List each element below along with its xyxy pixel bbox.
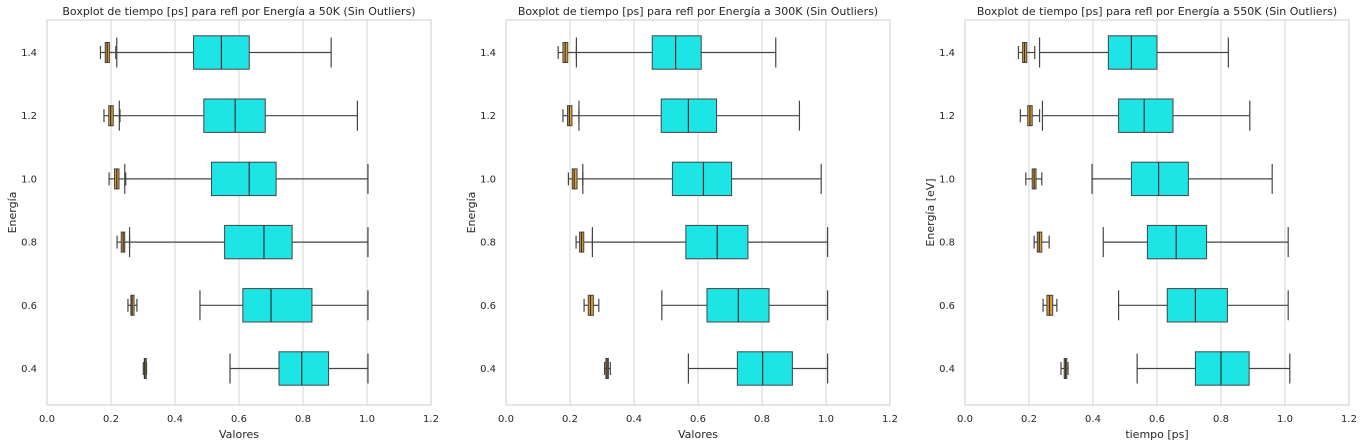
- box-cyan-0.8: [128, 224, 369, 260]
- x-tick-label: 0.8: [295, 414, 311, 425]
- x-tick-label: 0.6: [690, 414, 706, 425]
- x-tick-label: 0.2: [103, 414, 119, 425]
- box-cyan-1.0: [124, 161, 369, 197]
- x-tick-label: 1.0: [359, 414, 375, 425]
- x-tick-label: 1.0: [1277, 414, 1293, 425]
- box-iqr: [203, 98, 266, 133]
- box-cyan-1.4: [116, 35, 332, 70]
- box-iqr: [278, 351, 330, 386]
- box-orange-1.2: [1019, 105, 1041, 127]
- box-orange-1.4: [99, 42, 117, 63]
- box-cyan-0.4: [229, 351, 369, 386]
- box-orange-0.6: [1042, 294, 1058, 316]
- y-tick-label: 1.0: [939, 174, 955, 185]
- y-tick-label: 0.6: [480, 301, 496, 312]
- box-iqr: [1146, 224, 1208, 260]
- y-tick-label: 1.2: [480, 111, 496, 122]
- box-cyan-0.6: [199, 288, 369, 323]
- box-cyan-1.0: [1091, 161, 1273, 197]
- y-tick-label: 0.8: [939, 238, 955, 249]
- box-orange-0.4: [1060, 358, 1069, 379]
- y-tick-label: 0.6: [21, 301, 37, 312]
- x-tick-label: 1.0: [818, 414, 834, 425]
- box-cyan-1.0: [582, 161, 822, 197]
- box-orange-0.6: [127, 294, 138, 316]
- y-tick-label: 1.2: [939, 111, 955, 122]
- box-cyan-1.2: [1041, 98, 1251, 133]
- box-orange-0.8: [1033, 231, 1050, 253]
- x-tick-label: 0.0: [39, 414, 55, 425]
- x-tick-label: 0.6: [231, 414, 247, 425]
- box-cyan-0.6: [1117, 288, 1289, 323]
- chart-panel-2: 0.0 0.2 0.4 0.6 0.8 1.0 1.2 1.4 1.2 1.0 0.8 0.6 0.4 B…: [465, 5, 898, 441]
- x-tick-label: 0.4: [626, 414, 642, 425]
- box-iqr: [1194, 351, 1250, 386]
- y-tick-label: 1.0: [21, 174, 37, 185]
- box-cyan-1.4: [575, 35, 777, 70]
- box-cyan-1.2: [578, 98, 801, 133]
- box-orange-0.8: [116, 231, 131, 253]
- y-tick-label: 0.6: [939, 301, 955, 312]
- y-tick-label: 0.4: [480, 364, 496, 375]
- box-iqr: [1130, 161, 1189, 197]
- chart-panel-1: 0.0 0.2 0.4 0.6 0.8 1.0 1.2 1.4 1.2 1.0 0.8 0.6 0.4 B…: [6, 5, 439, 441]
- x-tick-label: 0.0: [498, 414, 514, 425]
- box-iqr: [242, 288, 313, 323]
- plot-frame: [46, 19, 432, 406]
- box-iqr: [1107, 35, 1158, 70]
- box-iqr: [1118, 98, 1174, 133]
- y-tick-label: 0.8: [480, 238, 496, 249]
- box-cyan-0.4: [1136, 351, 1291, 386]
- x-axis-label: tiempo [ps]: [1125, 428, 1188, 441]
- box-cyan-1.2: [118, 98, 358, 133]
- chart-panel-3: 0.0 0.2 0.4 0.6 0.8 1.0 1.2 1.4 1.2 1.0 0.8 0.6 0.4 B…: [924, 5, 1357, 441]
- box-cyan-0.8: [1102, 224, 1289, 260]
- y-tick-label: 1.0: [480, 174, 496, 185]
- chart-title: Boxplot de tiempo [ps] para refl por Ene…: [518, 5, 878, 18]
- plot-frame: [964, 19, 1350, 406]
- box-orange-0.4: [603, 358, 611, 379]
- box-iqr: [224, 224, 293, 260]
- x-tick-label: 0.4: [167, 414, 183, 425]
- box-cyan-0.4: [687, 351, 829, 386]
- box-iqr: [210, 161, 277, 197]
- x-axis-label: Valores: [219, 428, 259, 441]
- box-orange-1.4: [1017, 42, 1036, 63]
- x-tick-label: 1.2: [882, 414, 898, 425]
- x-axis-label: Valores: [678, 428, 718, 441]
- box-iqr: [651, 35, 702, 70]
- y-tick-label: 0.4: [939, 364, 955, 375]
- x-tick-label: 0.0: [957, 414, 973, 425]
- y-axis-label: Energía [eV]: [924, 178, 937, 246]
- chart-title: Boxplot de tiempo [ps] para refl por Ene…: [977, 5, 1337, 18]
- y-axis-label: Energía: [6, 192, 19, 234]
- y-tick-label: 1.4: [939, 48, 955, 59]
- y-tick-label: 1.4: [21, 48, 37, 59]
- x-tick-label: 0.2: [1021, 414, 1037, 425]
- x-tick-label: 0.2: [562, 414, 578, 425]
- x-tick-label: 0.8: [754, 414, 770, 425]
- box-iqr: [671, 161, 733, 197]
- y-tick-label: 1.4: [480, 48, 496, 59]
- x-tick-label: 1.2: [423, 414, 439, 425]
- plot-frame: [505, 19, 891, 406]
- x-tick-label: 0.4: [1085, 414, 1101, 425]
- box-cyan-0.8: [591, 224, 829, 260]
- x-tick-label: 0.6: [1149, 414, 1165, 425]
- box-orange-0.4: [142, 358, 148, 379]
- x-tick-label: 1.2: [1341, 414, 1357, 425]
- box-orange-1.0: [1025, 168, 1043, 190]
- box-orange-0.6: [583, 294, 600, 316]
- y-axis-label: Energía: [465, 192, 478, 234]
- chart-title: Boxplot de tiempo [ps] para refl por Ene…: [62, 5, 415, 18]
- box-iqr: [1166, 288, 1228, 323]
- box-cyan-0.6: [661, 288, 829, 323]
- y-tick-label: 0.4: [21, 364, 37, 375]
- y-tick-label: 0.8: [21, 238, 37, 249]
- x-tick-label: 0.8: [1213, 414, 1229, 425]
- box-cyan-1.4: [1038, 35, 1229, 70]
- y-tick-label: 1.2: [21, 111, 37, 122]
- box-iqr: [736, 351, 793, 386]
